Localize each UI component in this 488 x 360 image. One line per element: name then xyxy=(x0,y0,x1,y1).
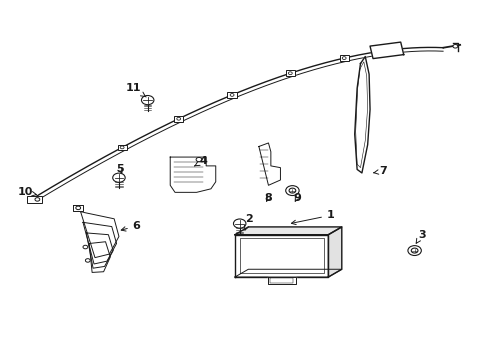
Text: 11: 11 xyxy=(125,83,146,97)
Circle shape xyxy=(196,157,202,162)
Polygon shape xyxy=(83,222,116,264)
Circle shape xyxy=(407,246,421,256)
Polygon shape xyxy=(267,277,295,284)
Bar xyxy=(26,195,42,203)
Polygon shape xyxy=(86,233,113,268)
Text: 7: 7 xyxy=(373,166,386,176)
Circle shape xyxy=(35,198,40,201)
Text: 9: 9 xyxy=(293,193,301,203)
Circle shape xyxy=(285,186,299,195)
Polygon shape xyxy=(73,205,83,211)
Text: 5: 5 xyxy=(116,165,123,174)
Bar xyxy=(117,145,126,150)
Circle shape xyxy=(230,94,234,96)
Polygon shape xyxy=(170,157,215,192)
Circle shape xyxy=(233,219,245,228)
Polygon shape xyxy=(234,269,341,277)
Bar xyxy=(227,92,236,98)
Bar xyxy=(339,55,348,61)
Polygon shape xyxy=(258,143,280,185)
Circle shape xyxy=(76,206,81,210)
Bar xyxy=(174,116,183,122)
Circle shape xyxy=(452,45,457,48)
Circle shape xyxy=(112,173,125,182)
Polygon shape xyxy=(369,42,403,59)
Circle shape xyxy=(85,259,90,262)
Text: 6: 6 xyxy=(121,221,141,231)
Bar xyxy=(285,71,294,76)
Circle shape xyxy=(342,57,346,59)
Circle shape xyxy=(288,72,292,75)
Text: 3: 3 xyxy=(415,230,425,243)
Text: 10: 10 xyxy=(17,187,36,197)
Polygon shape xyxy=(89,242,110,273)
Text: 4: 4 xyxy=(194,156,207,166)
Text: 8: 8 xyxy=(264,193,272,203)
Circle shape xyxy=(120,146,124,149)
Text: 2: 2 xyxy=(244,214,253,230)
Polygon shape xyxy=(354,57,369,173)
Circle shape xyxy=(141,95,154,105)
Circle shape xyxy=(83,245,88,249)
Polygon shape xyxy=(81,212,119,258)
Polygon shape xyxy=(234,227,341,235)
Circle shape xyxy=(177,117,180,120)
Text: 1: 1 xyxy=(291,210,334,225)
Polygon shape xyxy=(328,227,341,277)
Polygon shape xyxy=(234,235,328,277)
